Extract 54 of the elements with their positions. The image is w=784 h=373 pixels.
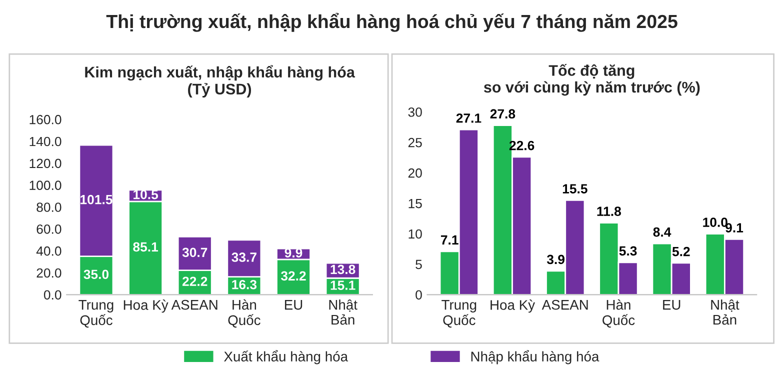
y-tick-label: 140.0 (30, 136, 62, 146)
data-label: 8.4 (653, 227, 672, 237)
data-label: 30.7 (182, 248, 208, 258)
y-tick-label: 120.0 (30, 158, 62, 168)
data-label: 10.0 (703, 218, 728, 227)
data-label: 5.3 (619, 246, 637, 256)
data-label: 16.3 (232, 280, 257, 290)
data-label: 11.8 (597, 206, 621, 216)
x-tick-label: ASEAN (542, 300, 588, 310)
y-tick-label: 160.0 (30, 114, 62, 124)
x-tick-label: EU (284, 300, 302, 310)
data-label: 15.5 (562, 184, 588, 194)
x-tick-label: Trung Quốc (78, 300, 114, 328)
data-label: 5.2 (672, 246, 690, 256)
x-tick-label: Nhật Bản (329, 299, 358, 325)
data-label: 35.0 (84, 270, 109, 280)
y-tick-label: 15 (408, 198, 422, 208)
y-tick-label: 10 (408, 229, 422, 239)
data-label: 13.8 (330, 264, 356, 274)
x-tick-label: Hoa Kỳ (124, 300, 168, 313)
chart-title: Kim ngạch xuất, nhập khẩu hàng hóa (Tỷ USD) (85, 65, 356, 98)
x-tick-label: EU (663, 300, 680, 310)
legend-label: Xuất khẩu hàng hóa (224, 350, 348, 364)
text: Thị trường xuất, nhập khẩu hàng hoá chủ yếu 7 tháng năm 2025 (106, 12, 678, 32)
data-label: 27.1 (456, 113, 482, 123)
data-label: 33.7 (232, 252, 256, 262)
y-tick-label: 25 (408, 138, 422, 148)
data-label: 3.9 (546, 254, 564, 264)
x-tick-label: Hàn Quốc (228, 299, 260, 328)
y-tick-label: 60.0 (36, 224, 62, 234)
y-tick-label: 0.0 (44, 290, 62, 300)
y-tick-label: 5 (416, 260, 422, 270)
chart-title: Tốc độ tăng so với cùng kỳ năm trước (%) (484, 64, 700, 96)
legend-label: Nhập khẩu hàng hóa (471, 350, 600, 364)
y-tick-label: 80.0 (36, 202, 62, 212)
data-label: 15.1 (330, 280, 356, 290)
x-tick-label: Hoa Kỳ (490, 300, 536, 313)
data-label: 7.1 (440, 235, 458, 245)
y-tick-label: 30 (408, 107, 422, 117)
data-label: 9.1 (726, 223, 744, 232)
x-tick-label: Nhật Bản (711, 299, 740, 325)
x-tick-label: Hàn Quốc (602, 299, 635, 328)
data-label: 22.2 (182, 276, 208, 286)
y-tick-label: 20 (408, 168, 422, 178)
y-tick-label: 20.0 (36, 268, 62, 278)
data-label: 85.1 (133, 242, 158, 252)
y-tick-label: 100.0 (30, 180, 62, 190)
x-tick-label: Trung Quốc (442, 300, 476, 328)
data-label: 101.5 (80, 194, 112, 204)
x-tick-label: ASEAN (171, 300, 218, 310)
y-tick-label: 0 (416, 290, 422, 300)
data-label: 32.2 (280, 271, 306, 281)
data-label: 27.8 (490, 109, 516, 119)
y-tick-label: 40.0 (36, 246, 62, 256)
